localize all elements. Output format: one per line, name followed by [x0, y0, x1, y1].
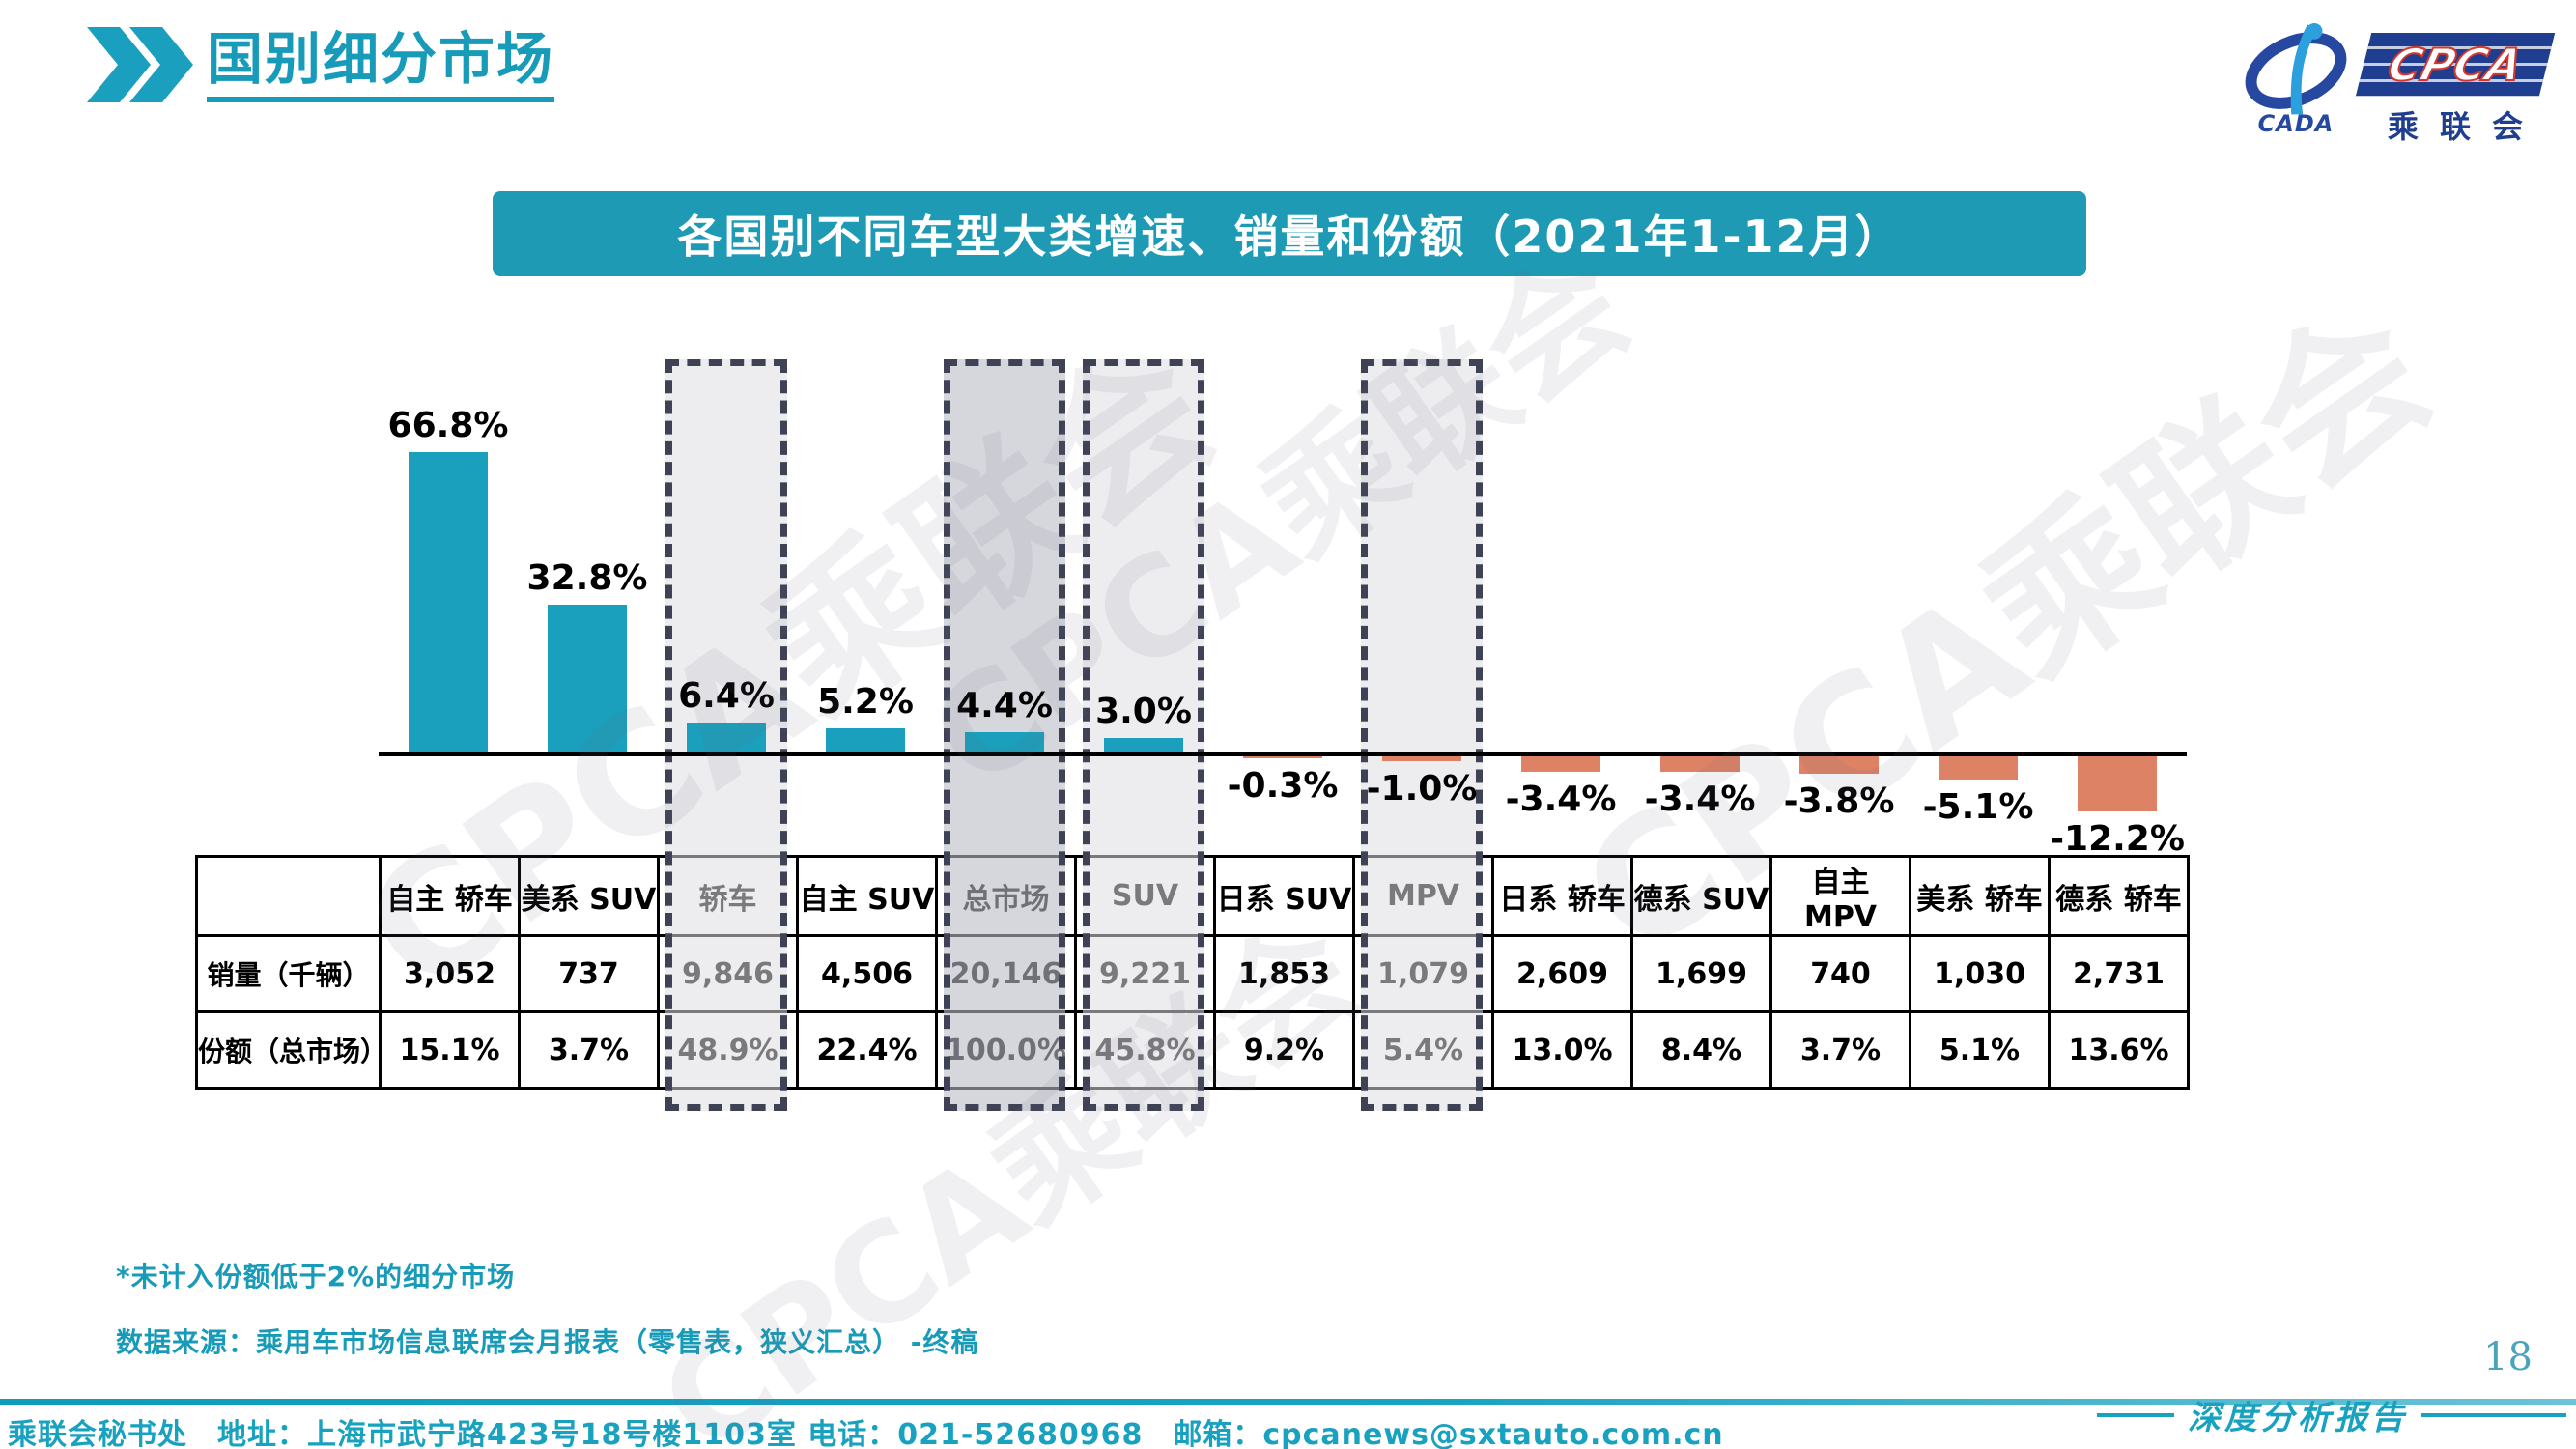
bar-value-label: -5.1% — [1922, 787, 2034, 827]
cada-wordmark: CADA — [2257, 110, 2335, 137]
table-cell: 8.4% — [1630, 1010, 1772, 1090]
table-cell: 9.2% — [1213, 1010, 1355, 1090]
bar-value-label: -12.2% — [2050, 819, 2185, 859]
cpca-wordmark: CPCA — [2382, 38, 2529, 92]
chart-column-7: -0.3% — [1213, 290, 1352, 869]
tag-line-left — [2097, 1412, 2174, 1417]
bar-value-label: 3.0% — [1095, 692, 1192, 731]
table-cell: 3.7% — [518, 1010, 660, 1090]
header: 国别细分市场 — [87, 27, 555, 102]
chart-bar — [409, 452, 488, 752]
bar-value-label: 32.8% — [526, 558, 648, 598]
table-cell: 15.1% — [379, 1010, 521, 1090]
chart-title-banner: 各国别不同车型大类增速、销量和份额（2021年1-12月） — [493, 191, 2086, 276]
chart-bar — [1382, 756, 1461, 761]
chart-bar — [1104, 738, 1183, 752]
page-number: 18 — [2483, 1335, 2533, 1379]
bar-value-label: 66.8% — [387, 406, 509, 445]
bar-value-label: -3.8% — [1783, 781, 1895, 821]
chart-column-8: -1.0% — [1352, 290, 1491, 869]
double-chevron-icon — [87, 27, 193, 102]
bar-value-label: -0.3% — [1227, 766, 1339, 806]
chart-column-9: -3.4% — [1491, 290, 1630, 869]
table-cell: 3,052 — [379, 934, 521, 1013]
footer-contact: 乘联会秘书处 地址：上海市武宁路423号18号楼1103室 电话：021-526… — [8, 1418, 1724, 1449]
highlight-box-总市场 — [944, 359, 1065, 1111]
table-header-cell: 美系 SUV — [518, 855, 660, 937]
cada-emblem: CADA — [2238, 17, 2354, 137]
footer-divider — [0, 1399, 2576, 1405]
chart-bar — [826, 728, 905, 752]
table-header-cell: 自主 SUV — [796, 855, 938, 937]
bar-value-label: -3.4% — [1644, 780, 1756, 819]
x-axis-line — [379, 752, 2187, 756]
table-cell: 2,609 — [1491, 934, 1633, 1013]
chart-column-12: -5.1% — [1909, 290, 2048, 869]
footnote-share-threshold: *未计入份额低于2%的细分市场 — [116, 1261, 516, 1293]
table-row-label: 销量（千辆） — [195, 934, 382, 1013]
report-type-tag: 深度分析报告 — [2097, 1391, 2566, 1438]
highlight-box-MPV — [1361, 359, 1483, 1111]
bar-value-label: 5.2% — [817, 682, 914, 722]
tag-line-right — [2421, 1412, 2566, 1417]
chart-column-13: -12.2% — [2048, 290, 2187, 869]
footnotes: *未计入份额低于2%的细分市场 数据来源：乘用车市场信息联席会月报表（零售表，狭… — [116, 1256, 978, 1387]
chart-bar — [1799, 756, 1879, 774]
table-cell: 737 — [518, 934, 660, 1013]
table-header-cell: 日系 SUV — [1213, 855, 1355, 937]
bar-value-label: 6.4% — [678, 676, 775, 716]
page-title: 国别细分市场 — [207, 31, 555, 102]
chart-bar — [1939, 756, 2018, 780]
table-cell: 5.1% — [1909, 1010, 2051, 1090]
chart-column-5: 4.4% — [935, 290, 1074, 869]
table-cell: 3.7% — [1769, 1010, 1911, 1090]
chenglianhui-label: 乘联会 — [2387, 108, 2544, 145]
chart-column-11: -3.8% — [1769, 290, 1909, 869]
table-cell: 13.6% — [2048, 1010, 2190, 1090]
highlight-box-SUV — [1083, 359, 1204, 1111]
chart-bar — [965, 732, 1044, 752]
chart-column-3: 6.4% — [657, 290, 796, 869]
table-cell: 740 — [1769, 934, 1911, 1013]
table-cell: 1,699 — [1630, 934, 1772, 1013]
bar-value-label: -3.4% — [1505, 780, 1617, 819]
cpca-banner-shape: CPCA — [2355, 33, 2556, 97]
chart-bar — [687, 723, 766, 752]
table-header-cell: 自主 MPV — [1769, 855, 1911, 937]
chart-bar — [2078, 756, 2157, 811]
bar-chart: 66.8% 32.8% 6.4% 5.2% 4.4% 3.0% -0.3% -1.0% -3.4… — [379, 290, 2187, 869]
cpca-wordmark-block: CPCA 乘联会 — [2355, 33, 2556, 147]
table-header-cell: 日系 轿车 — [1491, 855, 1633, 937]
table-cell: 1,853 — [1213, 934, 1355, 1013]
cpca-logo: CADA CPCA 乘联会 — [2238, 17, 2556, 147]
chart-bar — [1660, 756, 1740, 772]
table-header-cell: 德系 SUV — [1630, 855, 1772, 937]
table-cell: 2,731 — [2048, 934, 2190, 1013]
bar-value-label: 4.4% — [956, 686, 1053, 725]
chart-bar — [1243, 756, 1322, 758]
table-header-cell: 德系 轿车 — [2048, 855, 2190, 937]
report-type-label: 深度分析报告 — [2188, 1399, 2408, 1437]
cada-swoosh-icon — [2245, 22, 2347, 115]
chart-column-4: 5.2% — [796, 290, 935, 869]
chart-column-6: 3.0% — [1074, 290, 1213, 869]
table-cell: 4,506 — [796, 934, 938, 1013]
chart-bar — [548, 605, 627, 752]
table-cell: 22.4% — [796, 1010, 938, 1090]
chart-column-1: 66.8% — [379, 290, 518, 869]
chart-column-10: -3.4% — [1630, 290, 1769, 869]
table-corner-cell — [195, 855, 382, 937]
chart-bar — [1521, 756, 1600, 772]
table-cell: 13.0% — [1491, 1010, 1633, 1090]
bar-value-label: -1.0% — [1366, 769, 1478, 809]
footnote-data-source: 数据来源：乘用车市场信息联席会月报表（零售表，狭义汇总） -终稿 — [116, 1326, 979, 1358]
table-row-label: 份额（总市场） — [195, 1010, 382, 1090]
table-cell: 1,030 — [1909, 934, 2051, 1013]
table-header-cell: 美系 轿车 — [1909, 855, 2051, 937]
chart-column-2: 32.8% — [518, 290, 657, 869]
table-header-cell: 自主 轿车 — [379, 855, 521, 937]
